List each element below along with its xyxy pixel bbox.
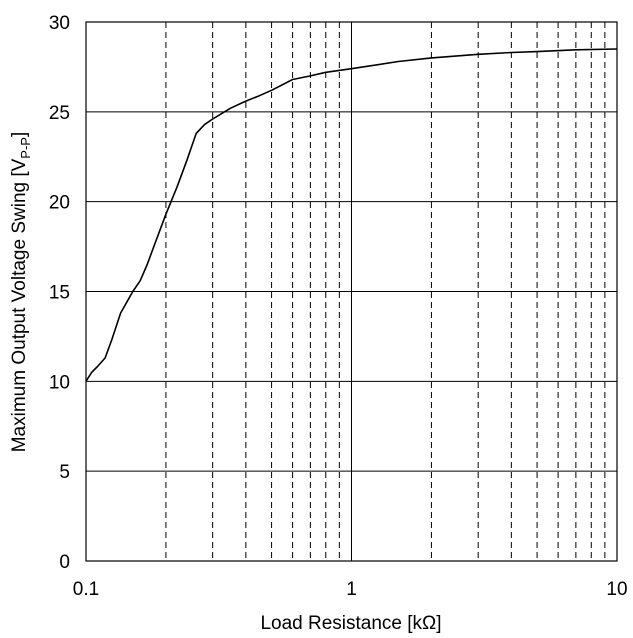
y-tick-label: 25 — [49, 103, 70, 124]
plot-frame — [85, 21, 618, 562]
y-axis-label-subscript: P-P — [18, 137, 33, 159]
x-tick-label: 10 — [606, 579, 627, 600]
y-axis-label-suffix: ] — [9, 132, 30, 137]
y-tick-label: 30 — [49, 13, 70, 34]
y-axis-label-main: Maximum Output Voltage Swing [V — [9, 158, 30, 452]
x-tick-label: 0.1 — [73, 579, 99, 600]
x-tick-label: 1 — [346, 579, 357, 600]
y-tick-label: 0 — [59, 552, 70, 573]
series-line — [85, 48, 618, 382]
y-tick-label: 5 — [59, 462, 70, 483]
y-tick-label: 10 — [49, 372, 70, 393]
y-axis-label: Maximum Output Voltage Swing [VP-P] — [9, 132, 33, 453]
y-tick-labels: 0 5 10 15 20 25 30 — [49, 13, 70, 573]
x-axis-label: Load Resistance [kΩ] — [260, 613, 441, 634]
y-tick-label: 20 — [49, 193, 70, 214]
y-tick-label: 15 — [49, 283, 70, 304]
major-gridlines — [86, 22, 617, 561]
x-tick-labels: 0.1 1 10 — [73, 579, 628, 600]
